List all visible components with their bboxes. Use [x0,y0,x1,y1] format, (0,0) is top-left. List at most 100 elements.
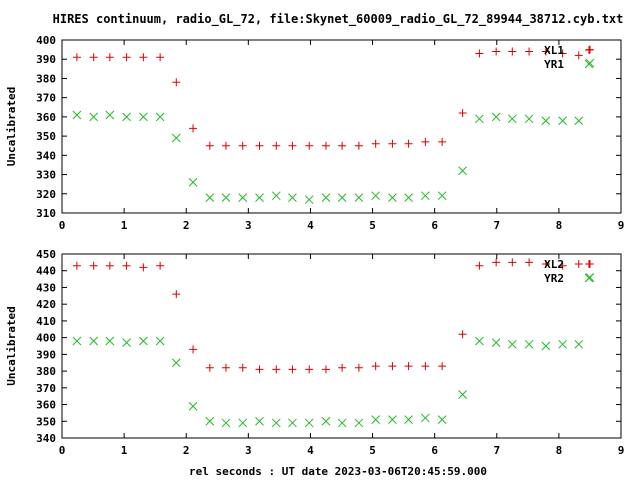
data-point [524,114,534,124]
data-point [189,345,198,354]
data-point [558,116,567,126]
data-point [172,78,181,87]
chart-title: HIRES continuum, radio_GL_72, file:Skyne… [53,12,624,27]
data-point [305,141,314,150]
data-point [421,137,430,146]
y-tick-label: 390 [36,348,56,361]
data-point [155,336,165,346]
data-point [354,141,363,150]
data-point [238,193,248,202]
data-point [475,49,484,58]
data-point [304,195,314,204]
data-point [288,141,297,150]
data-point [205,193,215,202]
data-point [524,339,534,349]
data-point [72,53,81,62]
data-point [388,193,397,202]
x-tick-label: 7 [493,444,500,457]
data-point [458,109,467,118]
data-point [404,139,413,148]
data-point [155,112,165,122]
y-tick-label: 380 [36,365,56,378]
data-point [271,418,281,428]
data-point [139,112,148,122]
data-point [354,418,364,428]
data-point [205,416,215,426]
data-point [321,365,330,374]
data-point [525,47,534,56]
data-point [122,112,131,122]
legend-label: YR1 [544,58,564,71]
y-tick-label: 360 [36,111,56,124]
x-tick-label: 3 [245,219,252,232]
legend-label: XL1 [544,44,564,57]
series-YR2 [72,273,595,428]
data-point [188,177,198,187]
data-point [371,415,381,424]
y-tick-label: 430 [36,281,56,294]
data-point [122,338,131,348]
x-tick-label: 1 [121,219,128,232]
data-point [122,261,131,270]
data-point [171,133,181,143]
data-point [304,418,314,428]
legend-label: YR2 [544,272,564,285]
data-point [171,358,181,368]
data-point [574,51,583,60]
y-tick-label: 400 [36,332,56,345]
data-point [438,362,447,371]
y-tick-label: 350 [36,415,56,428]
panel-top: 0 1 2 3 4 5 6 7 8 9 310 320 330 340 350 360 370 380 390 400… [5,34,624,232]
data-point [255,141,264,150]
x-tick-label: 2 [183,444,190,457]
y-tick-label: 330 [36,169,56,182]
x-tick-label: 4 [307,219,314,232]
y-tick-label: 340 [36,149,56,162]
data-point [89,53,98,62]
legend-label: XL2 [544,258,564,271]
y-tick-label: 410 [36,315,56,328]
data-point [272,365,281,374]
data-point [205,141,214,150]
data-point [354,193,364,202]
data-point [475,336,484,346]
data-point [271,191,281,201]
data-point [338,141,347,150]
y-tick-label: 370 [36,92,56,105]
data-point [558,261,567,270]
data-point [574,260,583,269]
panel-bottom: 0 1 2 3 4 5 6 7 8 9 340 350 360 370 380 390 400 410 420 430… [5,248,624,457]
data-point [189,124,198,133]
y-tick-label: 320 [36,188,56,201]
data-point [525,258,534,267]
data-point [288,193,297,202]
data-point [337,193,347,202]
data-point [221,141,230,150]
series-XL1 [72,45,594,150]
data-point [288,418,297,428]
data-point [105,53,114,62]
data-point [541,47,550,56]
data-point [507,339,517,349]
data-point [420,191,430,201]
data-point [388,362,397,371]
data-point [122,53,131,62]
data-point [354,363,363,372]
data-point [139,336,148,346]
y-tick-label: 390 [36,53,56,66]
plot-frame [61,39,622,214]
data-point [105,110,115,120]
x-tick-label: 0 [59,444,66,457]
data-point [221,363,230,372]
data-point [72,336,82,346]
data-point [255,193,264,202]
data-point [371,139,380,148]
data-point [221,193,231,202]
data-point [156,261,165,270]
data-point [105,261,114,270]
data-point [238,363,247,372]
data-point [558,339,567,349]
data-point [89,112,99,122]
